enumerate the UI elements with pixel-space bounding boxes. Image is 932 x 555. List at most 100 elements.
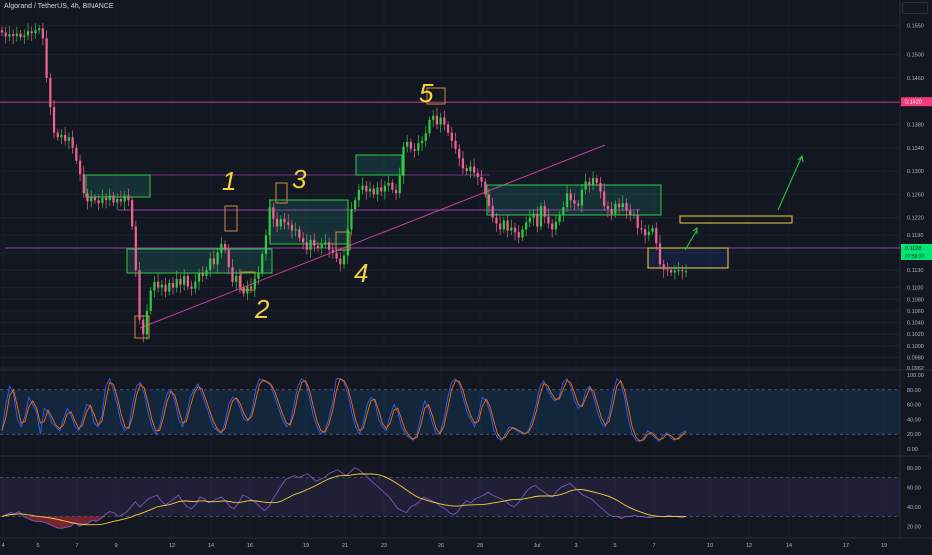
countdown-label: 27:55:27 bbox=[905, 254, 925, 260]
rsi-ma-line bbox=[1, 473, 686, 526]
candle-body bbox=[606, 206, 610, 209]
time-tick-label: 21 bbox=[342, 543, 348, 549]
target-box bbox=[647, 247, 729, 269]
candle-body bbox=[41, 28, 45, 39]
candle-body bbox=[186, 275, 189, 287]
candle-body bbox=[23, 35, 26, 38]
candle-body bbox=[450, 132, 453, 141]
wave-label-3: 3 bbox=[292, 164, 307, 194]
candle-body bbox=[383, 185, 387, 192]
candle-body bbox=[149, 290, 152, 311]
candle-body bbox=[398, 175, 401, 194]
candle-body bbox=[551, 223, 554, 230]
candle-body bbox=[666, 269, 669, 271]
candle-body bbox=[677, 270, 680, 272]
candle-body bbox=[183, 275, 186, 285]
candle-body bbox=[424, 133, 427, 141]
candle-body bbox=[487, 194, 491, 207]
candle-body bbox=[591, 178, 595, 185]
time-tick-label: 3 bbox=[574, 543, 577, 549]
candle-body bbox=[394, 189, 398, 194]
candle-body bbox=[670, 270, 673, 273]
price-tick-label: 0.1460 bbox=[907, 76, 924, 82]
candle-body bbox=[435, 115, 439, 125]
candle-body bbox=[205, 270, 208, 276]
price-tick-label: 0.0962 bbox=[907, 366, 924, 372]
candle-body bbox=[562, 207, 565, 215]
candle-body bbox=[138, 270, 141, 320]
time-tick-label: 7 bbox=[75, 543, 78, 549]
candle-body bbox=[510, 227, 513, 231]
candle-body bbox=[67, 137, 71, 141]
candle-body bbox=[64, 134, 67, 141]
candle-body bbox=[335, 252, 338, 259]
candle-body bbox=[331, 249, 334, 253]
candle-body bbox=[565, 193, 569, 208]
candle-body bbox=[443, 117, 446, 125]
candle-body bbox=[387, 182, 390, 186]
time-tick-label: 28 bbox=[477, 543, 483, 549]
candle-body bbox=[257, 273, 260, 279]
candle-body bbox=[235, 275, 238, 282]
arrow-head bbox=[692, 227, 698, 234]
candle-body bbox=[342, 255, 346, 265]
candle-body bbox=[610, 208, 613, 215]
candle-body bbox=[283, 218, 286, 223]
candle-body bbox=[19, 33, 22, 38]
candle-body bbox=[71, 137, 74, 148]
candle-body bbox=[472, 166, 476, 173]
price-tick-label: 0.1080 bbox=[907, 297, 924, 303]
time-tick-label: 12 bbox=[169, 543, 175, 549]
candle-body bbox=[45, 38, 48, 78]
candle-body bbox=[30, 31, 33, 34]
candle-body bbox=[532, 213, 535, 218]
candle-body bbox=[316, 245, 320, 248]
pivot-box bbox=[275, 182, 288, 204]
time-tick-label: Jul bbox=[533, 543, 540, 549]
price-tick-label: 0.1220 bbox=[907, 216, 924, 222]
candle-body bbox=[521, 229, 524, 238]
candle-body bbox=[417, 143, 420, 151]
candle-body bbox=[60, 134, 63, 138]
candle-body bbox=[662, 264, 665, 270]
candle-body bbox=[168, 282, 171, 292]
time-tick-label: 7 bbox=[652, 543, 655, 549]
price-highlight-badge bbox=[901, 97, 932, 107]
candle-body bbox=[480, 176, 483, 182]
candle-body bbox=[272, 207, 275, 219]
candle-body bbox=[354, 200, 357, 209]
time-tick-label: 5 bbox=[36, 543, 39, 549]
time-tick-label: 14 bbox=[786, 543, 792, 549]
candle-body bbox=[171, 282, 175, 288]
candle-body bbox=[543, 206, 546, 217]
rsi-oversold-fill bbox=[2, 516, 686, 529]
candle-body bbox=[52, 107, 56, 133]
candle-body bbox=[279, 218, 282, 227]
time-tick-label: 26 bbox=[438, 543, 444, 549]
price-tick-label: 0.1550 bbox=[907, 23, 924, 29]
settings-button[interactable] bbox=[902, 2, 928, 14]
candle-body bbox=[391, 182, 394, 190]
candle-body bbox=[614, 203, 617, 215]
candle-body bbox=[469, 166, 472, 172]
candle-body bbox=[647, 231, 650, 236]
candle-body bbox=[216, 252, 219, 265]
candle-body bbox=[175, 278, 178, 288]
candle-body bbox=[309, 239, 312, 250]
candle-body bbox=[34, 30, 37, 34]
candle-body bbox=[636, 214, 639, 229]
candle-body bbox=[119, 199, 123, 202]
rsi-tick-label: 20.00 bbox=[907, 524, 921, 530]
candle-body bbox=[8, 34, 11, 37]
candle-body bbox=[643, 229, 647, 236]
candle-body bbox=[261, 253, 264, 274]
time-tick-label: 17 bbox=[843, 543, 849, 549]
candle-body bbox=[134, 226, 137, 271]
time-tick-label: 12 bbox=[746, 543, 752, 549]
candle-body bbox=[38, 28, 41, 31]
candle-body bbox=[101, 197, 104, 204]
candle-body bbox=[78, 160, 82, 175]
candle-body bbox=[413, 148, 416, 151]
